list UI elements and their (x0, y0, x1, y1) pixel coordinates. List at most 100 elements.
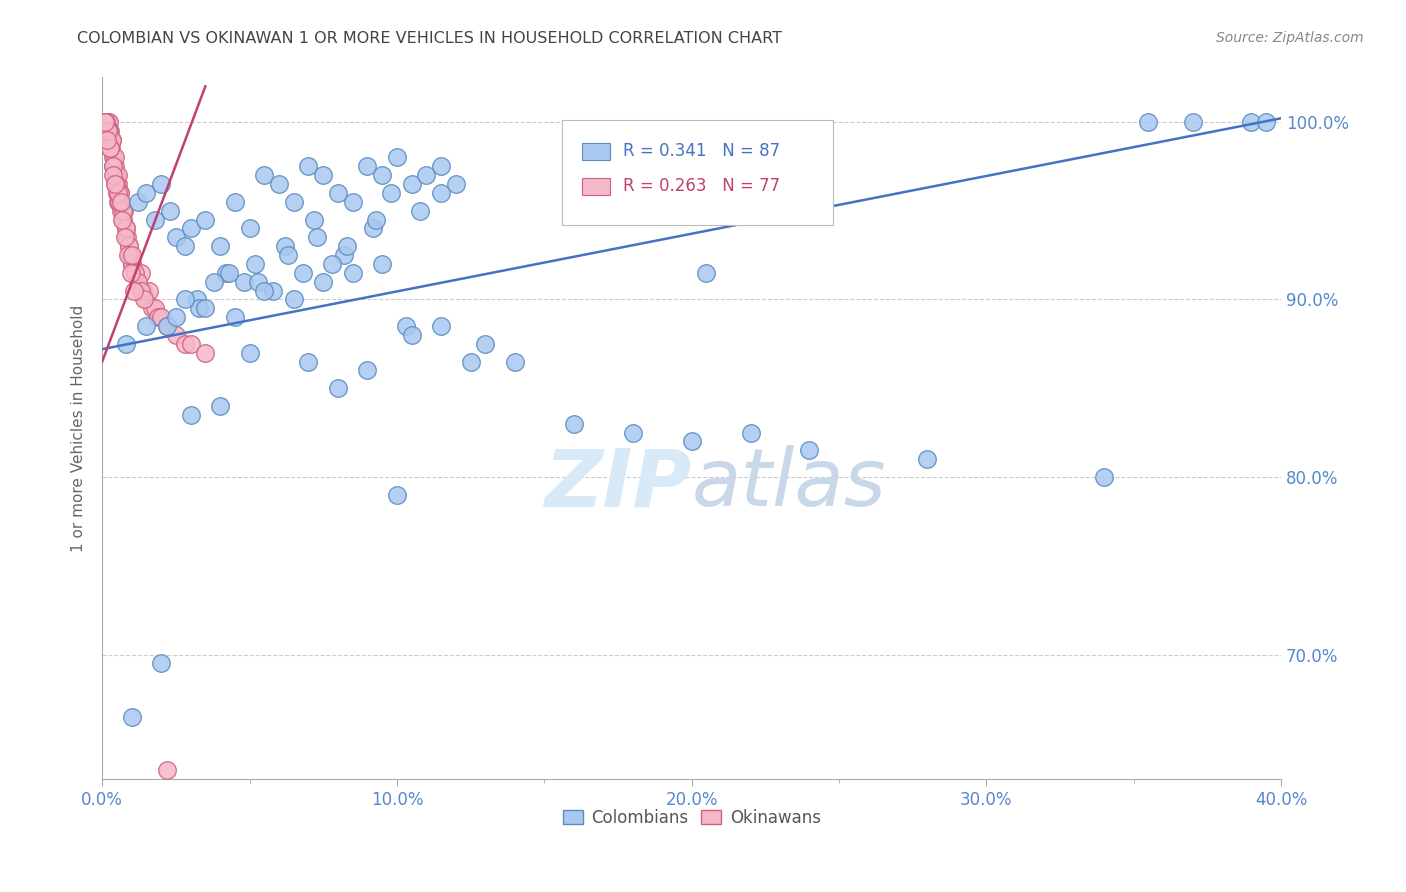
Point (695, 266, 717, 280)
Point (111, 212, 134, 227)
Point (112, 203, 135, 218)
Point (121, 248, 143, 262)
Point (363, 221, 385, 235)
Point (120, 248, 142, 262)
Text: COLOMBIAN VS OKINAWAN 1 OR MORE VEHICLES IN HOUSEHOLD CORRELATION CHART: COLOMBIAN VS OKINAWAN 1 OR MORE VEHICLES… (77, 31, 782, 46)
Point (444, 177, 467, 191)
Point (1256, 115, 1278, 129)
Point (297, 159, 319, 173)
Point (121, 257, 143, 271)
Point (141, 301, 163, 316)
Point (238, 221, 260, 235)
Point (135, 293, 157, 307)
Point (117, 230, 139, 244)
Point (120, 266, 142, 280)
Point (1181, 115, 1204, 129)
Point (101, 159, 124, 173)
Point (159, 203, 181, 218)
Point (621, 425, 644, 440)
Point (503, 354, 526, 368)
Point (356, 363, 378, 377)
Point (150, 657, 173, 671)
Point (342, 266, 364, 280)
Point (238, 345, 260, 359)
FancyBboxPatch shape (562, 120, 832, 225)
Point (143, 212, 166, 227)
Point (104, 177, 127, 191)
Point (156, 319, 179, 334)
Point (104, 177, 127, 191)
Point (105, 177, 128, 191)
Y-axis label: 1 or more Vehicles in Household: 1 or more Vehicles in Household (72, 304, 86, 552)
Point (114, 230, 136, 244)
Point (129, 284, 152, 298)
Point (562, 417, 585, 431)
Point (111, 212, 134, 227)
Point (194, 345, 217, 359)
Point (326, 186, 349, 200)
Point (127, 275, 149, 289)
Text: atlas: atlas (692, 445, 886, 524)
Point (118, 239, 141, 253)
Point (96, 124, 118, 138)
Point (110, 203, 132, 218)
Point (267, 177, 290, 191)
Point (94, 115, 117, 129)
Point (173, 336, 195, 351)
Point (262, 284, 284, 298)
Point (274, 239, 297, 253)
Point (297, 354, 319, 368)
Point (94, 115, 117, 129)
Point (312, 168, 335, 182)
Point (129, 266, 152, 280)
Point (156, 319, 179, 334)
Point (97, 124, 120, 138)
Point (304, 212, 326, 227)
Point (135, 319, 157, 334)
Point (103, 159, 125, 173)
Point (100, 132, 122, 146)
Point (96, 115, 118, 129)
Point (107, 194, 129, 209)
Point (100, 124, 122, 138)
Point (173, 239, 195, 253)
Point (277, 248, 299, 262)
Point (409, 203, 432, 218)
Point (108, 194, 131, 209)
Point (135, 186, 157, 200)
Point (93, 115, 115, 129)
Point (283, 194, 305, 209)
Point (202, 275, 225, 289)
Point (307, 230, 329, 244)
Point (98, 132, 121, 146)
Point (371, 257, 394, 271)
Point (188, 301, 211, 316)
Point (105, 186, 128, 200)
Point (100, 132, 122, 146)
Point (96, 124, 118, 138)
Point (143, 301, 166, 316)
Point (100, 141, 122, 155)
Point (474, 336, 496, 351)
Point (127, 194, 149, 209)
Point (209, 399, 232, 413)
Point (291, 266, 314, 280)
Point (117, 248, 139, 262)
FancyBboxPatch shape (582, 143, 610, 160)
Point (121, 710, 143, 724)
Point (194, 301, 217, 316)
Point (1092, 470, 1115, 484)
Point (342, 194, 364, 209)
Point (165, 327, 187, 342)
Point (1240, 115, 1263, 129)
Point (253, 168, 276, 182)
Point (132, 293, 155, 307)
Point (124, 266, 146, 280)
Point (799, 443, 821, 458)
Point (114, 336, 136, 351)
Point (150, 310, 173, 325)
Point (380, 186, 402, 200)
Point (371, 168, 394, 182)
Point (336, 239, 359, 253)
Point (401, 177, 423, 191)
